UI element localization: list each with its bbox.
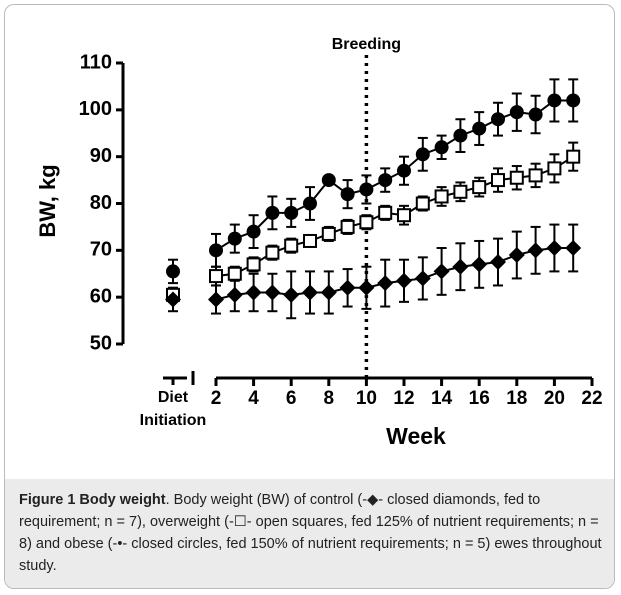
- circle-marker: [303, 196, 317, 211]
- circle-marker: [472, 121, 487, 136]
- circle-marker: [566, 93, 581, 108]
- square-marker: [265, 245, 280, 260]
- diamond-marker: [377, 275, 394, 292]
- square-marker: [453, 184, 468, 199]
- square-marker: [491, 173, 505, 188]
- diamond-marker: [396, 272, 412, 289]
- initiation-label: Initiation: [140, 412, 207, 429]
- diamond-marker: [490, 254, 506, 271]
- square-marker: [340, 219, 355, 234]
- y-tick-label: 100: [79, 98, 112, 120]
- x-tick-label: 8: [324, 388, 335, 409]
- x-tick-label: 4: [248, 388, 259, 409]
- x-axis-label: Week: [386, 423, 446, 449]
- diamond-marker: [264, 284, 281, 301]
- y-tick-label: 60: [90, 285, 112, 307]
- circle-marker: [378, 173, 393, 188]
- x-tick-label: 16: [469, 388, 490, 409]
- initiation-label: Diet: [158, 389, 189, 406]
- y-tick-label: 110: [80, 51, 112, 73]
- y-tick-label: 70: [90, 239, 112, 261]
- circle-marker: [321, 173, 336, 188]
- diamond-marker: [208, 291, 224, 308]
- circle-marker: [491, 112, 505, 127]
- x-tick-label: 2: [211, 388, 222, 409]
- circle-marker: [284, 205, 299, 220]
- square-marker: [509, 170, 524, 185]
- square-marker: [284, 238, 299, 253]
- circle-marker: [415, 147, 430, 162]
- circle-marker: [528, 107, 543, 122]
- circle-marker: [453, 128, 468, 143]
- caption: Figure 1 Body weight. Body weight (BW) o…: [5, 479, 614, 588]
- diamond-marker: [433, 263, 450, 280]
- circle-marker: [340, 187, 355, 202]
- circle-marker: [265, 205, 280, 220]
- figure: BW, kg Week Diet Initiation 50 60 70 80 90 10…: [4, 4, 615, 589]
- diamond-marker: [508, 247, 525, 264]
- square-marker: [303, 233, 317, 248]
- square-marker: [359, 215, 374, 230]
- circle-marker: [246, 224, 261, 239]
- circle-marker: [227, 231, 242, 246]
- diamond-marker: [546, 239, 563, 256]
- circle-marker: [359, 182, 374, 197]
- diamond-marker: [320, 284, 337, 301]
- circle-marker: [547, 93, 562, 108]
- circle-marker: [509, 105, 524, 120]
- annotation-label: Breeding: [332, 36, 401, 53]
- square-marker: [472, 180, 487, 195]
- x-tick-label: 22: [581, 388, 602, 409]
- diamond-marker: [358, 279, 375, 296]
- circle-marker: [397, 163, 411, 178]
- square-marker: [321, 226, 336, 241]
- square-marker: [434, 189, 449, 204]
- square-marker: [415, 196, 430, 211]
- caption-text: . Body weight (BW) of control (-◆- close…: [19, 492, 602, 574]
- square-marker: [227, 266, 242, 281]
- square-marker: [547, 161, 562, 176]
- diamond-marker: [283, 286, 300, 303]
- chart: BW, kg Week Diet Initiation 50 60 70 80 90 10…: [35, 36, 603, 449]
- circle-marker: [166, 264, 180, 279]
- diamond-marker: [471, 256, 488, 273]
- diamond-marker: [302, 284, 318, 301]
- diamond-marker: [414, 270, 431, 287]
- y-axis-label: BW, kg: [35, 164, 60, 237]
- square-marker: [378, 205, 393, 220]
- diamond-marker: [565, 239, 582, 256]
- caption-label: Figure 1 Body weight: [19, 492, 166, 508]
- square-marker: [566, 149, 581, 164]
- x-tick-label: 12: [393, 388, 414, 409]
- square-marker: [246, 257, 261, 272]
- x-tick-label: 20: [544, 388, 565, 409]
- square-marker: [528, 168, 543, 183]
- diamond-marker: [165, 291, 181, 308]
- x-tick-label: 18: [506, 388, 527, 409]
- diamond-marker: [339, 279, 356, 296]
- x-tick-label: 6: [286, 388, 297, 409]
- circle-marker: [209, 243, 223, 258]
- square-marker: [209, 269, 223, 284]
- square-marker: [397, 208, 411, 223]
- diamond-marker: [527, 242, 544, 259]
- y-tick-label: 50: [90, 332, 112, 354]
- circle-marker: [434, 140, 449, 155]
- diamond-marker: [226, 286, 243, 303]
- diamond-marker: [452, 258, 469, 275]
- x-tick-label: 10: [356, 388, 377, 409]
- y-tick-label: 80: [90, 192, 112, 214]
- diamond-marker: [245, 284, 262, 301]
- y-tick-label: 90: [90, 145, 112, 167]
- x-tick-label: 14: [431, 388, 453, 409]
